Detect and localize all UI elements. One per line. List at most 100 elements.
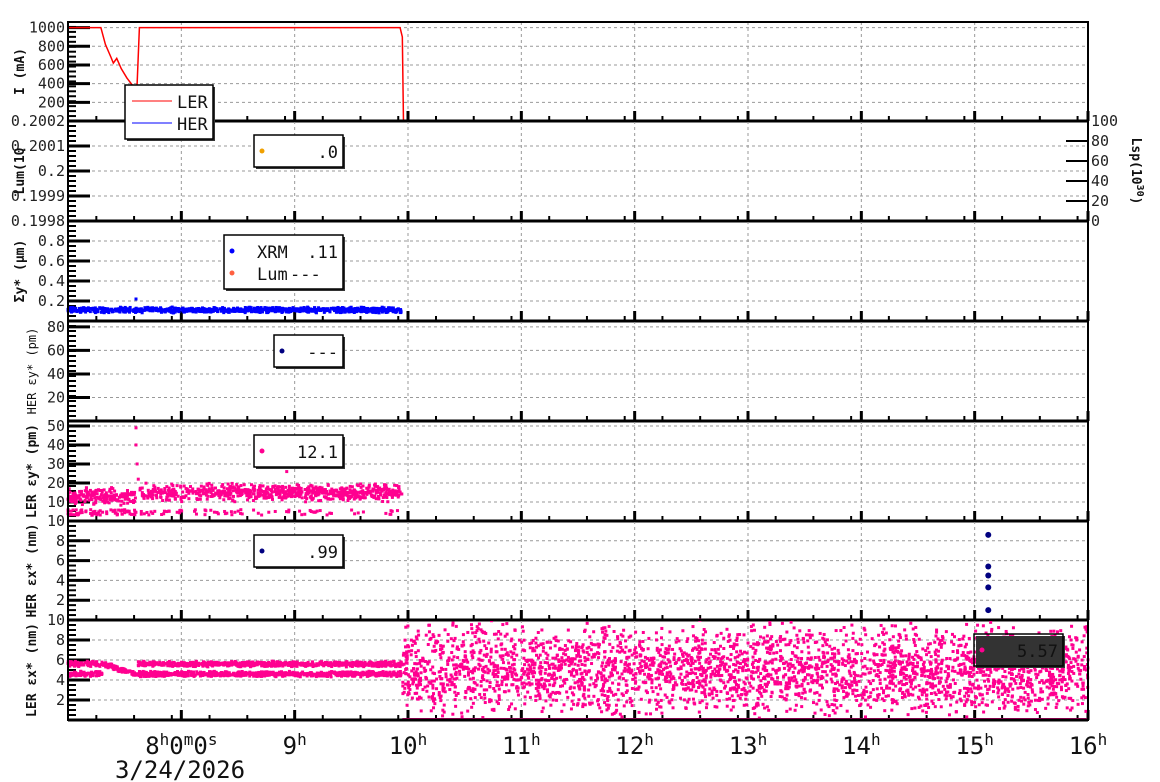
- data-point: [316, 663, 320, 667]
- data-point: [1076, 662, 1080, 666]
- data-point: [973, 650, 977, 654]
- data-point: [384, 511, 388, 515]
- data-point: [374, 489, 378, 493]
- data-point: [75, 494, 79, 498]
- data-point: [621, 693, 625, 697]
- data-point: [288, 488, 292, 492]
- data-point: [152, 488, 156, 492]
- data-point: [179, 672, 183, 676]
- data-point: [723, 667, 727, 671]
- data-point: [80, 306, 84, 310]
- data-point: [252, 492, 256, 496]
- data-point: [297, 483, 301, 487]
- data-point: [813, 711, 817, 715]
- data-point: [264, 492, 268, 496]
- data-point: [223, 309, 227, 313]
- data-point: [536, 689, 540, 693]
- data-point: [348, 488, 352, 492]
- data-point: [682, 698, 686, 702]
- data-point: [735, 638, 739, 642]
- data-point: [153, 670, 157, 674]
- data-point: [374, 491, 378, 495]
- data-point: [398, 310, 402, 314]
- data-point: [260, 664, 264, 668]
- data-point: [412, 639, 416, 643]
- data-point: [174, 673, 178, 677]
- data-point: [359, 482, 363, 486]
- data-point: [98, 670, 102, 674]
- data-point: [737, 665, 741, 669]
- data-point: [863, 656, 867, 660]
- data-point: [333, 489, 337, 493]
- data-point: [80, 503, 84, 507]
- data-point: [293, 674, 297, 678]
- data-point: [317, 674, 321, 678]
- data-point: [256, 488, 260, 492]
- data-point: [748, 681, 752, 685]
- data-point: [709, 672, 713, 676]
- data-point: [354, 490, 358, 494]
- data-point: [884, 694, 888, 698]
- data-point: [321, 491, 325, 495]
- y-tick-label: 400: [38, 75, 65, 93]
- data-point: [172, 311, 176, 315]
- data-point: [475, 683, 479, 687]
- data-point: [104, 494, 108, 498]
- data-point: [213, 674, 217, 678]
- data-point: [985, 584, 992, 591]
- data-point: [257, 672, 261, 676]
- data-point: [309, 494, 313, 498]
- data-point: [304, 494, 308, 498]
- data-point: [983, 679, 987, 683]
- data-point: [121, 495, 125, 499]
- data-point: [620, 715, 624, 719]
- data-point: [742, 680, 746, 684]
- data-point: [287, 510, 291, 514]
- data-point: [592, 682, 596, 686]
- data-point: [227, 662, 231, 666]
- data-point: [110, 496, 114, 500]
- data-point: [153, 509, 157, 513]
- data-point: [103, 663, 107, 667]
- data-point: [192, 309, 196, 313]
- data-point: [281, 484, 285, 488]
- data-point: [608, 689, 612, 693]
- data-point: [235, 673, 239, 677]
- data-point: [701, 633, 705, 637]
- data-point: [369, 309, 373, 313]
- data-point: [157, 670, 161, 674]
- data-point: [466, 673, 470, 677]
- data-point: [269, 663, 273, 667]
- data-point: [326, 492, 330, 496]
- data-point: [236, 309, 240, 313]
- panel-frame: [67, 21, 1089, 122]
- data-point: [596, 703, 600, 707]
- data-point: [158, 660, 162, 664]
- data-point: [240, 673, 244, 677]
- data-point: [110, 662, 114, 666]
- data-point: [244, 662, 248, 666]
- data-point: [301, 308, 305, 312]
- data-point: [632, 662, 636, 666]
- data-point: [372, 662, 376, 666]
- data-point: [273, 664, 277, 668]
- data-point: [985, 563, 992, 570]
- data-point: [419, 679, 423, 683]
- data-point: [398, 490, 402, 494]
- data-point: [156, 486, 160, 490]
- data-point: [135, 462, 139, 466]
- data-point: [205, 672, 209, 676]
- data-point: [112, 664, 116, 668]
- data-point: [87, 493, 91, 497]
- data-point: [319, 499, 323, 503]
- data-point: [297, 674, 301, 678]
- y2-axis-label: Lsp(1030): [1128, 138, 1146, 205]
- data-point: [155, 493, 159, 497]
- data-point: [151, 309, 155, 313]
- data-point: [929, 685, 933, 689]
- data-point: [83, 673, 87, 677]
- data-point: [846, 692, 850, 696]
- data-point: [736, 633, 740, 637]
- data-point: [185, 490, 189, 494]
- data-point: [281, 664, 285, 668]
